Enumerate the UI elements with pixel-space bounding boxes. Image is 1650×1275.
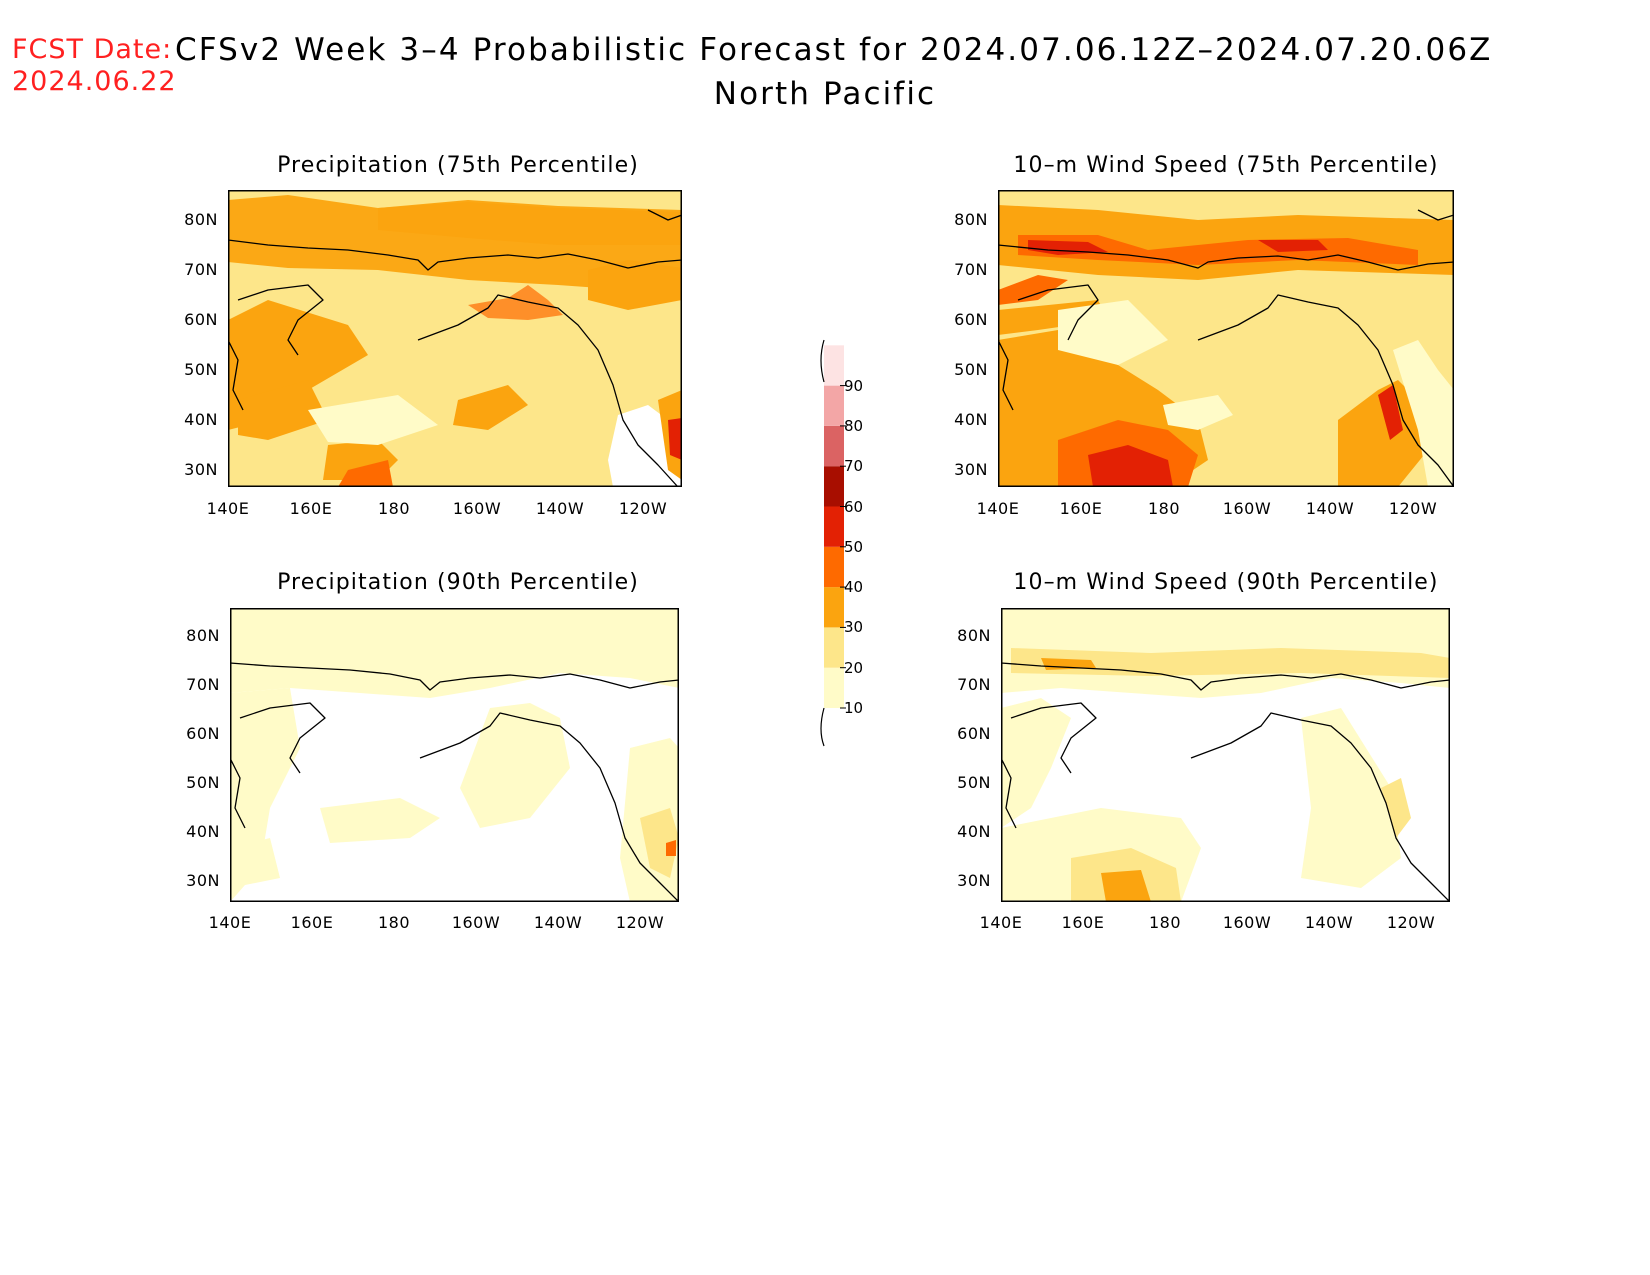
lat-tick-label: 80N <box>954 210 988 229</box>
lat-tick-label: 70N <box>186 675 220 694</box>
lon-tick-label: 120W <box>615 913 665 932</box>
panel-title-wind75: 10–m Wind Speed (75th Percentile) <box>1013 153 1439 178</box>
lon-tick-label: 160W <box>452 499 502 518</box>
colorbar-label: 40 <box>844 578 864 597</box>
region-title: North Pacific <box>0 74 1650 114</box>
lat-tick-label: 80N <box>184 210 218 229</box>
lon-tick-label: 160W <box>451 913 501 932</box>
lon-tick-label: 160E <box>289 499 333 518</box>
colorbar-swatch <box>824 466 844 507</box>
forecast-date: 2024.06.22 <box>12 66 177 97</box>
lat-tick-label: 50N <box>184 360 218 379</box>
lat-tick-label: 60N <box>186 724 220 743</box>
lat-tick-label: 40N <box>184 410 218 429</box>
lon-tick-label: 120W <box>618 499 668 518</box>
colorbar-swatch <box>824 506 844 547</box>
colorbar-label: 80 <box>844 416 864 435</box>
lat-tick-label: 40N <box>957 822 991 841</box>
forecast-date-label: FCST Date: <box>12 34 173 65</box>
lat-tick-label: 30N <box>184 460 218 479</box>
colorbar-swatch <box>824 667 844 708</box>
lat-tick-label: 70N <box>184 260 218 279</box>
lon-tick-label: 140E <box>979 913 1023 932</box>
lat-tick-label: 50N <box>954 360 988 379</box>
colorbar-label: 90 <box>844 376 864 395</box>
panel-title-precip90: Precipitation (90th Percentile) <box>277 570 639 595</box>
lon-tick-label: 140E <box>208 913 252 932</box>
lat-tick-label: 60N <box>957 724 991 743</box>
lon-tick-label: 140E <box>976 499 1020 518</box>
colorbar-swatch <box>824 587 844 628</box>
lon-tick-label: 160W <box>1222 499 1272 518</box>
lat-tick-label: 30N <box>186 871 220 890</box>
lon-tick-label: 140W <box>533 913 583 932</box>
panel-title-precip75: Precipitation (75th Percentile) <box>277 153 639 178</box>
lon-tick-label: 180 <box>1147 499 1181 518</box>
lat-tick-label: 50N <box>957 773 991 792</box>
lon-tick-label: 160W <box>1222 913 1272 932</box>
map-wind75 <box>998 190 1454 487</box>
lon-tick-label: 140W <box>1304 913 1354 932</box>
lon-tick-label: 180 <box>377 913 411 932</box>
panel-title-wind90: 10–m Wind Speed (90th Percentile) <box>1013 570 1439 595</box>
lat-tick-label: 80N <box>186 626 220 645</box>
lat-tick-label: 30N <box>954 460 988 479</box>
lat-tick-label: 80N <box>957 626 991 645</box>
colorbar-swatch <box>824 546 844 588</box>
lat-tick-label: 70N <box>954 260 988 279</box>
lat-tick-label: 40N <box>954 410 988 429</box>
lat-tick-label: 30N <box>957 871 991 890</box>
page-title: CFSv2 Week 3–4 Probabilistic Forecast fo… <box>175 32 1493 68</box>
lat-tick-label: 60N <box>954 310 988 329</box>
colorbar-swatch <box>824 345 844 386</box>
map-precip75 <box>228 190 682 487</box>
lat-tick-label: 70N <box>957 675 991 694</box>
lat-tick-label: 60N <box>184 310 218 329</box>
lat-tick-label: 40N <box>186 822 220 841</box>
lon-tick-label: 160E <box>1059 499 1103 518</box>
region-name: North Pacific <box>713 76 937 112</box>
lon-tick-label: 180 <box>377 499 411 518</box>
lat-tick-label: 50N <box>186 773 220 792</box>
colorbar-label: 60 <box>844 497 864 516</box>
colorbar <box>820 339 846 747</box>
colorbar-label: 50 <box>844 537 864 556</box>
lon-tick-label: 140W <box>535 499 585 518</box>
colorbar-swatch <box>824 627 844 668</box>
colorbar-label: 70 <box>844 457 864 476</box>
colorbar-swatch <box>824 385 844 426</box>
lon-tick-label: 180 <box>1148 913 1182 932</box>
colorbar-label: 10 <box>844 699 864 717</box>
map-wind90 <box>1001 608 1450 902</box>
colorbar-label: 30 <box>844 618 864 637</box>
lon-tick-label: 160E <box>290 913 334 932</box>
lon-tick-label: 120W <box>1386 913 1436 932</box>
lon-tick-label: 120W <box>1388 499 1438 518</box>
map-precip90 <box>230 608 679 902</box>
colorbar-label: 20 <box>844 658 864 677</box>
lon-tick-label: 140E <box>206 499 250 518</box>
lon-tick-label: 160E <box>1061 913 1105 932</box>
lon-tick-label: 140W <box>1305 499 1355 518</box>
colorbar-swatch <box>824 425 844 467</box>
